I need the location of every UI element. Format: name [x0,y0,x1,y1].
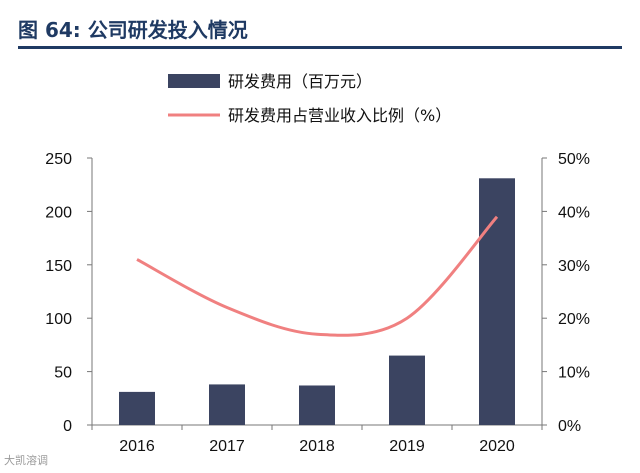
axes: 0 50 100 150 200 250 0% 10% 20% 30% 40% 50% 2016 2017… [45,151,590,455]
left-tick-label: 0 [63,418,72,435]
right-tick-label: 30% [558,258,590,275]
x-tick-label: 2019 [389,438,425,455]
legend-bar-label: 研发费用（百万元） [228,72,372,91]
page-title: 图 64: 公司研发投入情况 [18,18,248,42]
title-bar: 图 64: 公司研发投入情况 [18,12,622,49]
x-tick-label: 2020 [479,438,515,455]
watermark: 大凯溶调 [4,454,48,467]
right-tick-label: 10% [558,365,590,382]
ratio-line [136,215,499,337]
x-tick-label: 2017 [209,438,245,455]
legend-line-label: 研发费用占营业收入比例（%） [228,106,451,125]
bars [119,178,515,425]
bar-2018 [299,385,335,425]
bar-2020 [479,178,515,425]
bar-2016 [119,391,155,425]
left-tick-label: 50 [54,365,72,382]
right-tick-label: 20% [558,311,590,328]
left-tick-label: 150 [45,258,72,275]
x-tick-label: 2018 [299,438,335,455]
left-tick-label: 200 [45,204,72,221]
legend-bar-swatch [168,74,220,88]
left-tick-label: 250 [45,151,72,168]
bar-2017 [209,384,245,425]
bar-2019 [389,355,425,425]
x-tick-label: 2016 [119,438,155,455]
left-tick-label: 100 [45,311,72,328]
right-tick-label: 50% [558,151,590,168]
right-tick-label: 0% [558,418,581,435]
right-tick-label: 40% [558,204,590,221]
line-series [136,215,499,337]
legend: 研发费用（百万元） 研发费用占营业收入比例（%） [168,72,451,125]
